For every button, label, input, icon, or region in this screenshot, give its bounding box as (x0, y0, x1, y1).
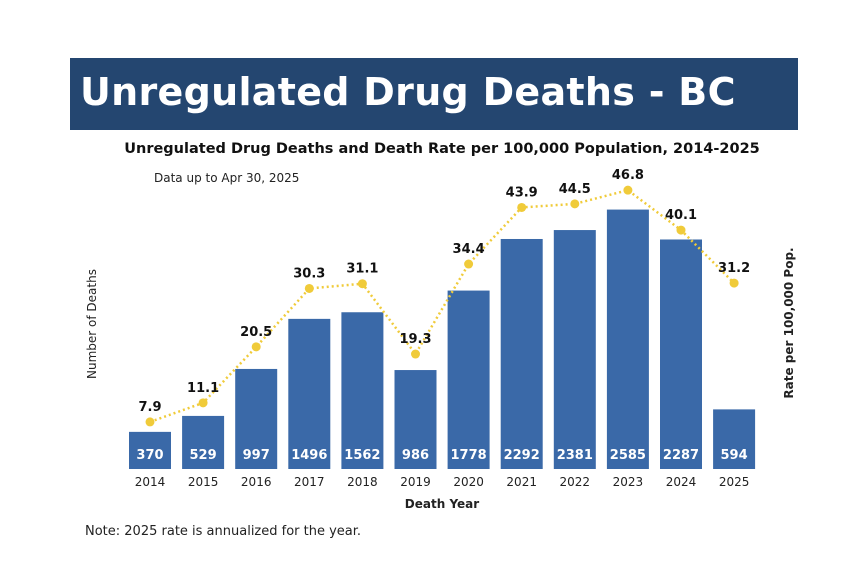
rate-value-label: 46.8 (612, 168, 644, 183)
rate-point-2019 (411, 349, 420, 359)
bar-value-label: 997 (243, 448, 270, 463)
bar-2020 (447, 290, 490, 469)
x-tick-label: 2022 (560, 475, 591, 489)
rate-value-label: 40.1 (665, 208, 697, 223)
rate-point-2016 (251, 342, 261, 352)
header-banner: Unregulated Drug Deaths - BC (70, 58, 798, 130)
rate-value-label: 31.1 (346, 262, 378, 277)
rate-point-2025 (729, 278, 739, 288)
bar-value-label: 986 (402, 448, 429, 463)
bar-2016 (235, 368, 278, 469)
page-title: Unregulated Drug Deaths - BC (80, 70, 736, 114)
x-tick-label: 2023 (613, 475, 644, 489)
bar-2018 (341, 312, 384, 469)
rate-point-2022 (570, 199, 580, 209)
rate-point-2014 (145, 417, 155, 427)
rate-value-label: 34.4 (453, 242, 485, 257)
rate-value-label: 43.9 (506, 185, 538, 200)
bar-value-label: 594 (721, 448, 748, 463)
bar-value-label: 1778 (451, 448, 487, 463)
rate-point-2017 (304, 283, 314, 293)
bar-2022 (553, 230, 596, 469)
y-axis-label: Number of Deaths (85, 269, 99, 379)
x-tick-label: 2021 (506, 475, 537, 489)
bar-2014 (129, 431, 171, 469)
rate-point-2024 (676, 225, 686, 235)
footnote: Note: 2025 rate is annualized for the ye… (85, 524, 362, 539)
bar-value-label: 2287 (663, 448, 699, 463)
bar-value-label: 529 (190, 448, 217, 463)
x-tick-label: 2025 (719, 475, 750, 489)
bar-2015 (182, 415, 225, 469)
rate-value-label: 30.3 (293, 266, 325, 281)
bar-value-label: 370 (136, 448, 163, 463)
bar-2024 (660, 239, 702, 469)
x-tick-label: 2015 (188, 475, 219, 489)
rate-value-label: 19.3 (399, 332, 431, 347)
x-axis-label: Death Year (405, 497, 479, 511)
x-tick-label: 2024 (666, 475, 697, 489)
bar-value-label: 1562 (344, 448, 380, 463)
rate-value-label: 11.1 (187, 381, 219, 396)
bar-2023 (606, 209, 649, 470)
rate-point-2023 (623, 185, 633, 195)
rate-point-2020 (464, 259, 474, 269)
x-tick-label: 2014 (135, 475, 166, 489)
bar-value-label: 2381 (557, 448, 593, 463)
rate-point-2015 (198, 398, 208, 408)
x-tick-label: 2017 (294, 475, 325, 489)
bar-2021 (500, 238, 543, 469)
rate-value-label: 31.2 (718, 261, 750, 276)
rate-point-2018 (357, 279, 367, 289)
chart-subtitle: Data up to Apr 30, 2025 (154, 171, 299, 185)
rate-value-label: 20.5 (240, 325, 272, 340)
chart-title: Unregulated Drug Deaths and Death Rate p… (124, 141, 760, 157)
x-tick-label: 2019 (400, 475, 431, 489)
x-tick-label: 2020 (453, 475, 484, 489)
rate-value-label: 44.5 (559, 182, 591, 197)
bar-2019 (394, 370, 437, 469)
bar-2017 (288, 318, 331, 469)
rate-line (149, 188, 735, 424)
rate-point-2021 (517, 202, 527, 212)
bar-2025 (713, 409, 756, 469)
y-axis-right-label: Rate per 100,000 Pop. (782, 247, 796, 398)
bar-value-label: 2292 (504, 448, 540, 463)
bar-value-label: 1496 (291, 448, 327, 463)
rate-value-label: 7.9 (138, 400, 161, 415)
x-tick-label: 2018 (347, 475, 378, 489)
x-tick-label: 2016 (241, 475, 272, 489)
bar-value-label: 2585 (610, 448, 646, 463)
